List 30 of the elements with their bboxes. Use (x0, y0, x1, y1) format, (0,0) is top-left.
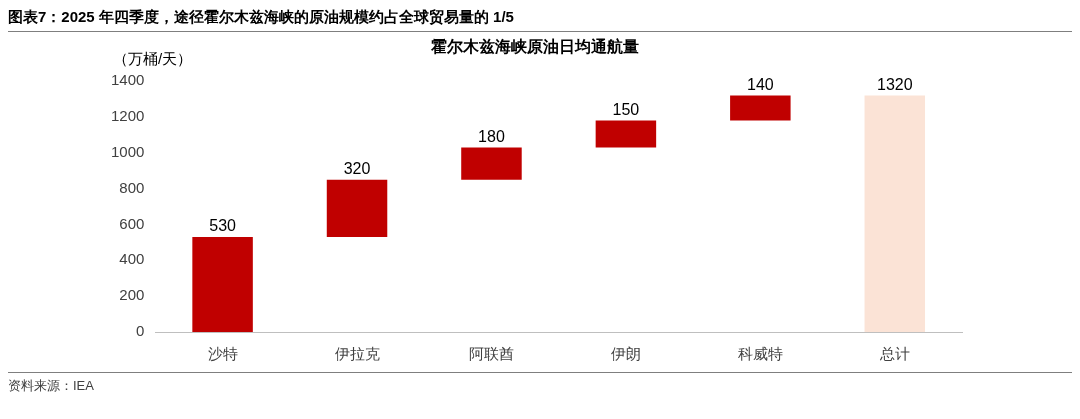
y-tick-label: 1200 (110, 107, 145, 125)
data-label: 320 (343, 160, 371, 178)
y-tick-label: 1400 (110, 71, 145, 89)
bar (595, 120, 657, 148)
bar (326, 179, 388, 238)
x-tick-label: 伊拉克 (334, 345, 380, 363)
x-tick-label: 阿联酋 (468, 345, 514, 363)
y-tick-label: 800 (119, 178, 145, 196)
chart-title: 图表7：2025 年四季度，途径霍尔木兹海峡的原油规模约占全球贸易量的 1/5 (8, 8, 1072, 32)
y-tick-label: 1000 (110, 143, 145, 160)
y-axis-title: （万桶/天） (113, 50, 193, 68)
bar (461, 147, 522, 180)
x-tick-label: 伊朗 (610, 345, 641, 363)
bar (730, 95, 791, 121)
y-tick-label: 0 (136, 322, 145, 340)
x-tick-label: 科威特 (737, 345, 783, 363)
data-label: 150 (612, 101, 640, 119)
y-tick-label: 200 (119, 286, 145, 304)
data-label: 140 (746, 75, 774, 93)
text: 资料来源：IEA (8, 377, 95, 395)
y-tick-label: 600 (119, 214, 145, 232)
x-tick-label: 总计 (878, 345, 910, 363)
bar (864, 95, 926, 332)
y-tick-label: 400 (119, 250, 145, 268)
data-label: 530 (209, 217, 237, 235)
bar (192, 237, 253, 332)
x-tick-label: 沙特 (207, 345, 238, 363)
data-label: 1320 (876, 75, 913, 93)
data-label: 180 (478, 127, 505, 145)
chart-subtitle: 霍尔木兹海峡原油日均通航量 (430, 38, 639, 56)
